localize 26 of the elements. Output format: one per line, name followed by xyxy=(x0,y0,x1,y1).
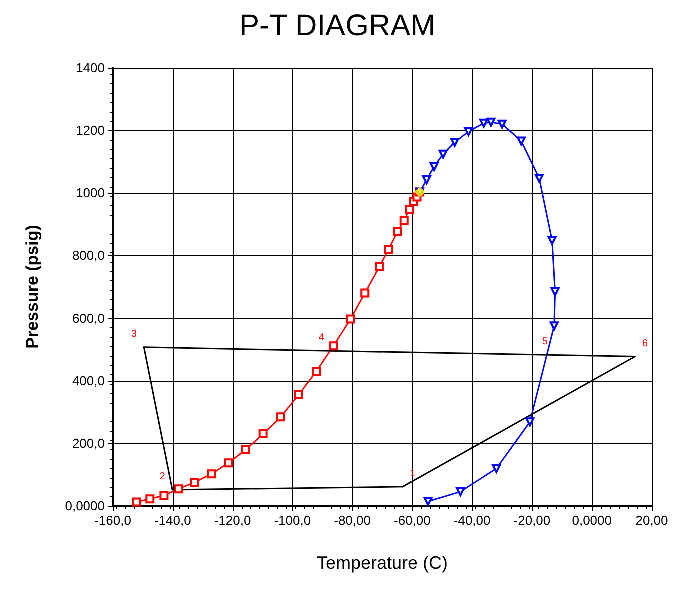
x-tick-label: 20,00 xyxy=(636,513,668,528)
annotation: 6 xyxy=(642,338,648,350)
annotation: 4 xyxy=(318,332,325,344)
y-tick-label: 1200 xyxy=(76,123,105,138)
x-axis-title: Temperature (C) xyxy=(316,553,448,573)
annotation: 2 xyxy=(160,472,166,483)
y-tick-label: 1400 xyxy=(76,60,105,76)
x-tick-label: -120,0 xyxy=(214,513,252,528)
x-tick-label: -40,00 xyxy=(454,513,491,528)
x-tick-label: -140,0 xyxy=(154,513,192,528)
y-axis-title: Pressure (psig) xyxy=(23,225,42,349)
x-tick-label: 0,0000 xyxy=(572,513,612,528)
annotation: 5 xyxy=(542,336,548,348)
x-tick-label: -60,00 xyxy=(394,513,431,528)
y-tick-label: 600,0 xyxy=(72,310,105,326)
annotation: 3 xyxy=(131,328,138,340)
y-tick-label: 1000 xyxy=(76,186,105,201)
y-tick-label: 800,0 xyxy=(72,248,105,264)
y-tick-label: 0,0000 xyxy=(65,498,105,514)
y-tick-label: 400,0 xyxy=(72,373,105,388)
x-tick-label: -20,00 xyxy=(514,513,551,528)
x-tick-label: -100,0 xyxy=(274,513,312,528)
x-tick-label: -160,0 xyxy=(94,513,132,528)
y-tick-label: 200,0 xyxy=(72,436,105,451)
chart-title: P-T DIAGRAM xyxy=(239,10,436,42)
x-tick-label: -80,00 xyxy=(334,513,371,528)
